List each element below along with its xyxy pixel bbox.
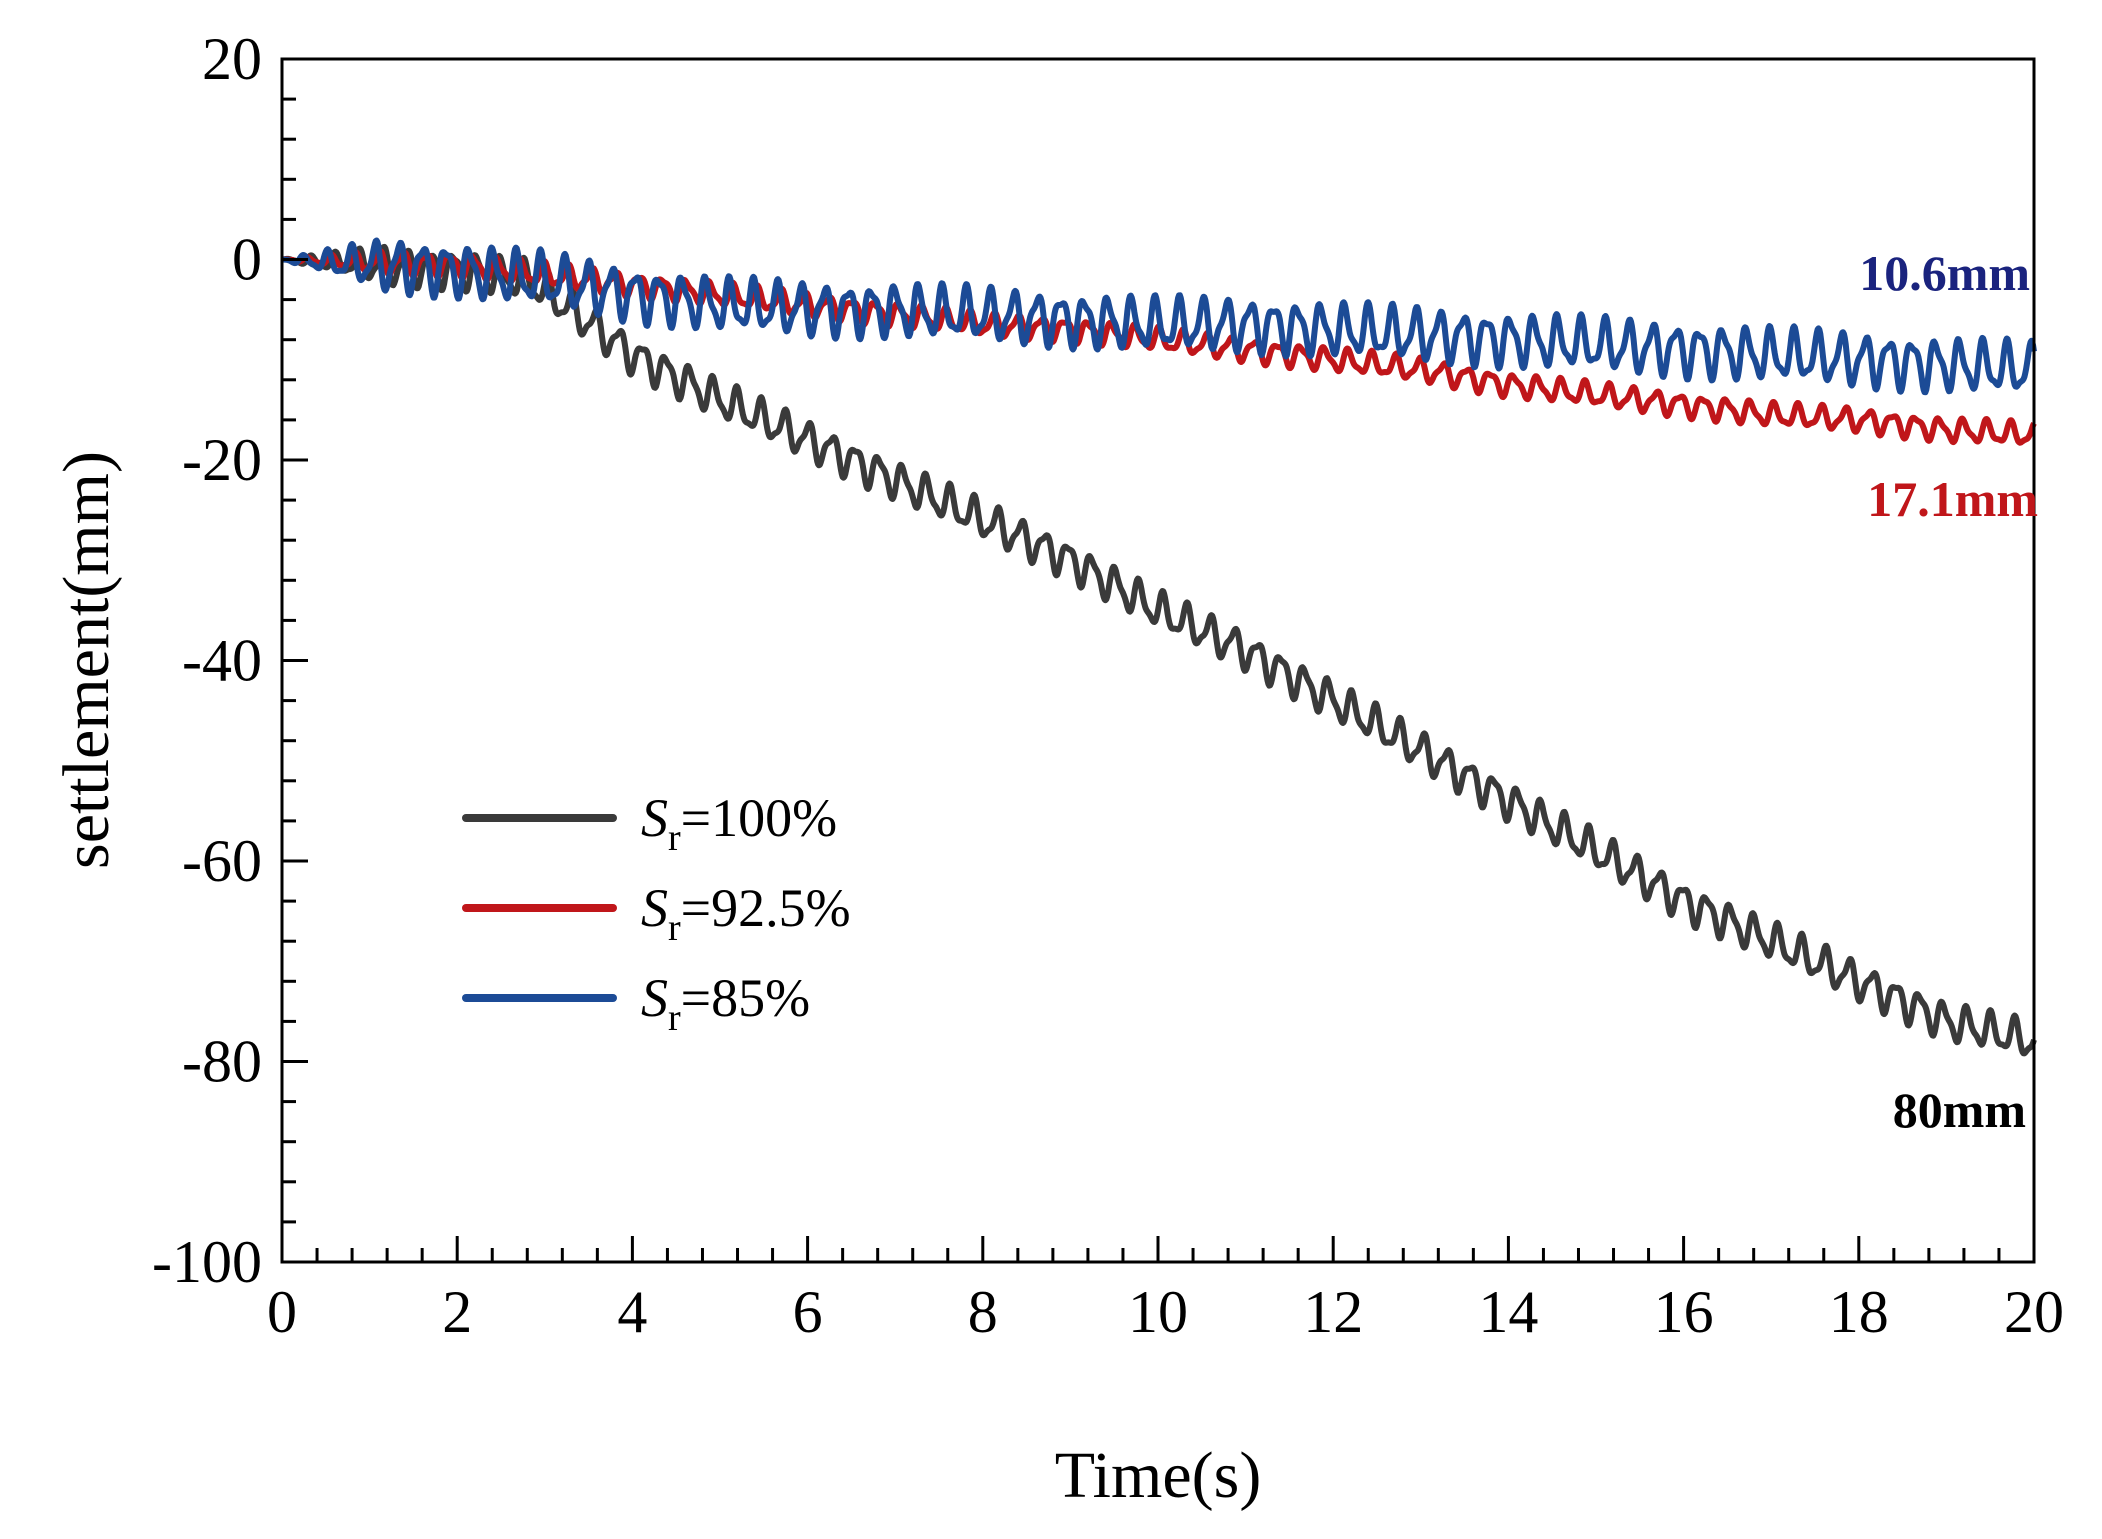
tick-layer: 0 2 4 6 8 10 12 14 16 18 20 20 0 -20 -40 -60 -80 -100	[152, 26, 2064, 1345]
series-line-0	[279, 243, 2037, 1057]
x-axis-title: Time(s)	[1055, 1439, 1262, 1512]
x-tick-label: 0	[267, 1279, 297, 1345]
annotation-10-6mm: 10.6mm	[1859, 245, 2030, 301]
y-tick-label: -80	[182, 1029, 262, 1095]
x-tick-label: 18	[1829, 1279, 1889, 1345]
y-tick-label: 20	[202, 26, 262, 92]
legend-label-1: Sr=92.5%	[641, 878, 851, 949]
y-tick-label: -60	[182, 828, 262, 894]
x-tick-label: 6	[793, 1279, 823, 1345]
y-tick-label: -40	[182, 628, 262, 694]
series-layer	[279, 237, 2037, 1057]
x-tick-label: 10	[1128, 1279, 1188, 1345]
x-tick-label: 12	[1303, 1279, 1363, 1345]
series-line-2	[279, 237, 2037, 396]
x-tick-label: 20	[2004, 1279, 2064, 1345]
legend: Sr=100% Sr=92.5% Sr=85%	[462, 788, 851, 1039]
annotation-80mm: 80mm	[1893, 1082, 2026, 1138]
x-tick-label: 2	[442, 1279, 472, 1345]
y-tick-label: -20	[182, 427, 262, 493]
x-tick-label: 14	[1478, 1279, 1538, 1345]
y-tick-label: -100	[152, 1229, 262, 1295]
annotation-17-1mm: 17.1mm	[1867, 471, 2038, 527]
legend-label-0: Sr=100%	[641, 788, 837, 859]
x-tick-label: 4	[617, 1279, 647, 1345]
plot-frame	[280, 57, 2036, 1264]
x-tick-label: 16	[1654, 1279, 1714, 1345]
x-tick-label: 8	[968, 1279, 998, 1345]
y-axis-title: settlement(mm)	[50, 451, 123, 869]
legend-label-2: Sr=85%	[641, 968, 810, 1039]
y-tick-label: 0	[232, 227, 262, 293]
